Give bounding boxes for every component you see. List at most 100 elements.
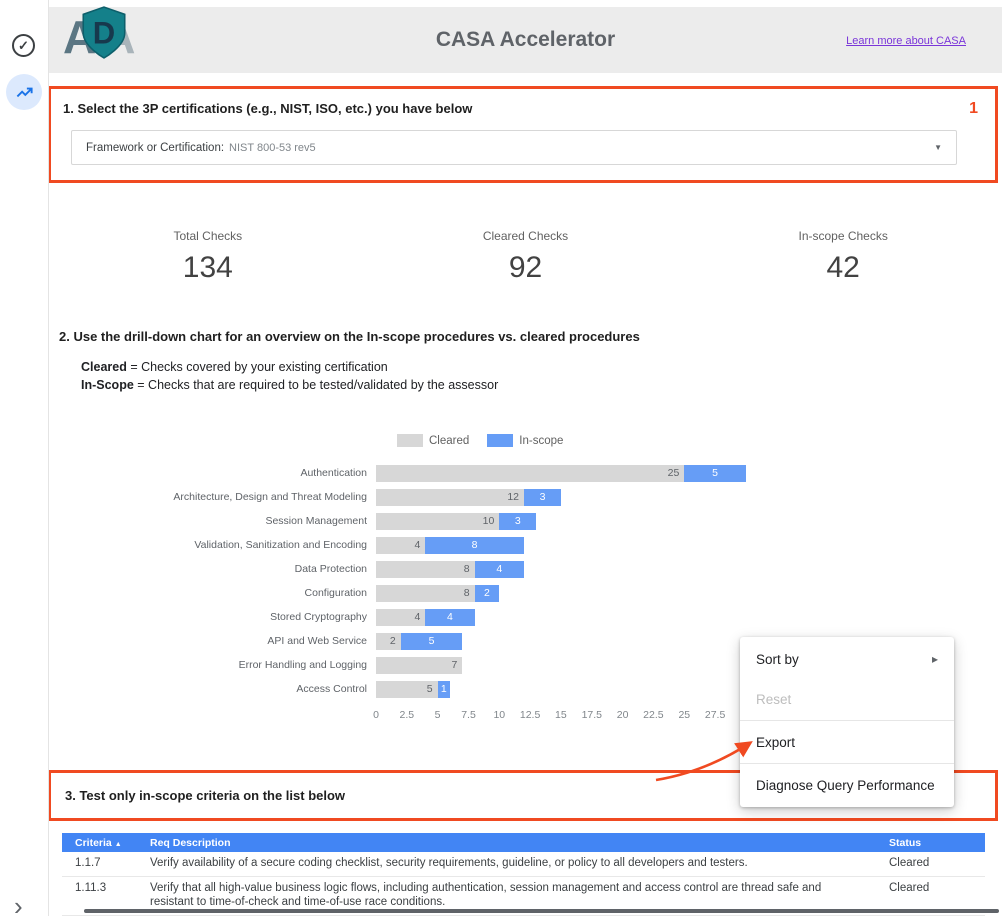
- bar-cleared[interactable]: 4: [376, 536, 426, 554]
- scorecard: Cleared Checks 92: [367, 229, 685, 285]
- scorecard-label: Total Checks: [173, 229, 243, 243]
- menu-item-diagnose-query-performance[interactable]: Diagnose Query Performance: [740, 765, 954, 805]
- criteria-table: Criteria ▲ Req Description Status 1.1.7 V…: [62, 833, 985, 916]
- x-tick-label: 22.5: [643, 709, 664, 721]
- bar-cleared[interactable]: 25: [376, 464, 685, 482]
- scorecard-value: 92: [508, 251, 543, 284]
- category-label: Validation, Sanitization and Encoding: [194, 539, 367, 551]
- table-header-status[interactable]: Status: [889, 836, 922, 849]
- chart-rows: Authentication 25 5 Architecture, Design an…: [49, 461, 1002, 701]
- cell-description: Verify that all high-value business logi…: [150, 881, 822, 909]
- scorecard: In-scope Checks 42: [684, 229, 1002, 285]
- table-row[interactable]: 1.11.3 Verify that all high-value busine…: [62, 877, 985, 916]
- chart-row: Validation, Sanitization and Encoding 4 8: [49, 533, 1002, 557]
- x-tick-label: 2.5: [399, 709, 415, 721]
- left-toolbar: ✓ ›: [0, 0, 49, 916]
- cell-description: Verify availability of a secure coding c…: [150, 857, 748, 869]
- shield-icon: D: [82, 6, 126, 59]
- chart-row: Error Handling and Logging 7: [49, 653, 1002, 677]
- table-row[interactable]: 1.1.7 Verify availability of a secure co…: [62, 852, 985, 877]
- framework-dropdown[interactable]: Framework or Certification: NIST 800-53 …: [71, 130, 957, 165]
- menu-item-label: Sort by: [756, 651, 799, 667]
- step2-heading: 2. Use the drill-down chart for an overv…: [59, 329, 640, 344]
- category-label: API and Web Service: [267, 635, 367, 647]
- x-tick-label: 27.5: [704, 709, 726, 721]
- bar-group: 12 3: [376, 488, 561, 506]
- x-tick-label: 7.5: [461, 709, 476, 721]
- annotation-arrow: [655, 741, 753, 782]
- page-title: CASA Accelerator: [435, 28, 616, 51]
- expand-chevron-icon[interactable]: ›: [14, 891, 23, 916]
- chart-row: Stored Cryptography 4 4: [49, 605, 1002, 629]
- scorecard-label: In-scope Checks: [798, 229, 888, 243]
- report-canvas: A D A CASA Accelerator Learn more about …: [48, 0, 1002, 916]
- bar-cleared[interactable]: 12: [376, 488, 524, 506]
- bar-inscope[interactable]: 5: [684, 464, 746, 482]
- chart-row: Data Protection 8 4: [49, 557, 1002, 581]
- submenu-arrow-icon: ▸: [931, 652, 938, 666]
- legend-item[interactable]: Cleared: [397, 434, 469, 447]
- bar-inscope[interactable]: 4: [425, 608, 475, 626]
- ada-logo: A D A: [63, 6, 135, 64]
- x-tick-label: 20: [616, 709, 629, 721]
- chart-row: Authentication 25 5: [49, 461, 1002, 485]
- category-label: Session Management: [265, 515, 367, 527]
- bar-cleared[interactable]: 10: [376, 512, 500, 530]
- bar-cleared[interactable]: 7: [376, 656, 463, 674]
- scorecard-value: 134: [182, 251, 233, 284]
- report-header: A D A CASA Accelerator Learn more about …: [49, 6, 1002, 73]
- table-header-description[interactable]: Req Description: [150, 836, 231, 849]
- insights-button[interactable]: [6, 74, 42, 110]
- menu-item-reset: Reset: [740, 679, 954, 719]
- legend-swatch: [397, 434, 423, 447]
- menu-item-export[interactable]: Export: [740, 722, 954, 762]
- chevron-down-icon[interactable]: ▼: [934, 143, 942, 152]
- x-tick-label: 15: [555, 709, 567, 721]
- context-menu: Sort by ▸ Reset Export Diagnose Query Per…: [740, 637, 954, 807]
- cell-criteria: 1.11.3: [75, 881, 107, 894]
- menu-item-sort-by[interactable]: Sort by ▸: [740, 639, 954, 679]
- bar-inscope[interactable]: 5: [400, 632, 463, 650]
- bar-cleared[interactable]: 8: [376, 584, 475, 602]
- category-label: Access Control: [296, 683, 367, 695]
- horizontal-scrollbar[interactable]: [84, 909, 999, 913]
- chart-row: Configuration 8 2: [49, 581, 1002, 605]
- menu-item-label: Export: [756, 734, 796, 750]
- chart-row: Session Management 10 3: [49, 509, 1002, 533]
- step1-annotation-box: 1. Select the 3P certifications (e.g., N…: [48, 86, 998, 183]
- menu-divider: [740, 763, 954, 764]
- check-circle-icon[interactable]: ✓: [12, 34, 35, 57]
- category-label: Error Handling and Logging: [238, 659, 367, 671]
- legend-item[interactable]: In-scope: [487, 434, 563, 447]
- sort-asc-icon[interactable]: ▲: [114, 840, 122, 848]
- bar-inscope[interactable]: 4: [474, 560, 524, 578]
- x-tick-label: 10: [493, 709, 506, 721]
- bar-inscope[interactable]: 3: [524, 488, 561, 506]
- bar-cleared[interactable]: 2: [376, 632, 401, 650]
- table-header-criteria[interactable]: Criteria ▲: [62, 837, 150, 849]
- bar-inscope[interactable]: 1: [437, 680, 450, 698]
- definition-line: In-Scope = Checks that are required to b…: [81, 377, 499, 392]
- cell-status: Cleared: [889, 857, 930, 869]
- bar-cleared[interactable]: 8: [376, 560, 475, 578]
- bar-inscope[interactable]: 8: [425, 536, 524, 554]
- legend-label: Cleared: [429, 434, 470, 447]
- bar-group: 7: [376, 656, 463, 674]
- header-link[interactable]: Learn more about CASA: [846, 35, 966, 47]
- scorecard: Total Checks 134: [49, 229, 367, 285]
- category-label: Stored Cryptography: [270, 611, 367, 623]
- bar-cleared[interactable]: 5: [376, 680, 438, 698]
- bar-inscope[interactable]: 3: [499, 512, 537, 530]
- x-tick-label: 12.5: [519, 709, 541, 721]
- table-header: Criteria ▲ Req Description Status: [62, 833, 985, 852]
- legend-swatch: [487, 434, 514, 447]
- bar-group: 25 5: [376, 464, 746, 482]
- step3-heading: 3. Test only in-scope criteria on the li…: [65, 788, 346, 803]
- bar-inscope[interactable]: 2: [474, 584, 500, 602]
- menu-item-label: Reset: [756, 691, 792, 707]
- bar-cleared[interactable]: 4: [376, 608, 426, 626]
- x-tick-label: 5: [434, 709, 441, 721]
